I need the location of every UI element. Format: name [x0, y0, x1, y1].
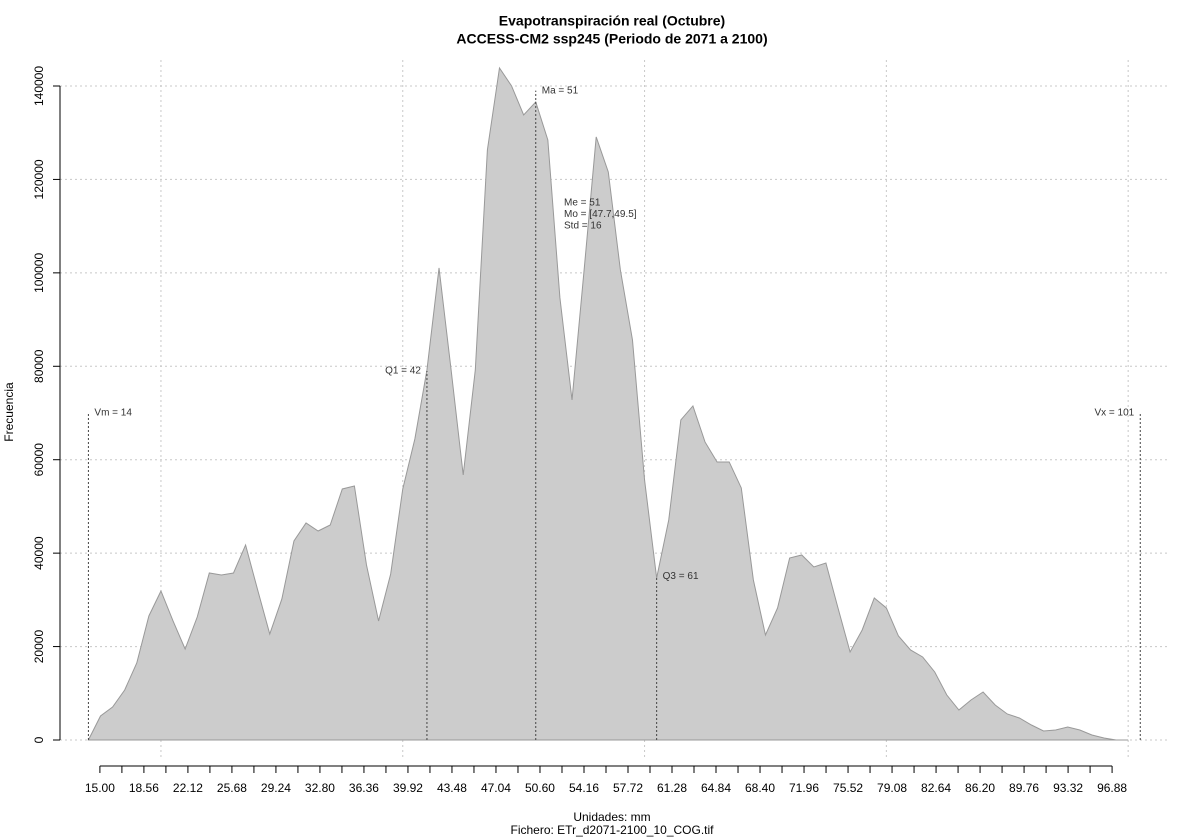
y-axis-label: Frecuencia [2, 382, 16, 442]
marker-label: Ma = 51 [542, 85, 579, 96]
y-tick-label: 20000 [32, 630, 46, 664]
x-tick-label: 75.52 [833, 781, 863, 795]
marker-label: Vm = 14 [94, 408, 132, 419]
x-tick-label: 82.64 [921, 781, 951, 795]
x-tick-label: 61.28 [657, 781, 687, 795]
x-tick-label: 43.48 [437, 781, 467, 795]
y-tick-label: 80000 [32, 349, 46, 383]
x-tick-label: 64.84 [701, 781, 731, 795]
y-tick-label: 40000 [32, 536, 46, 570]
caption: Fichero: ETr_d2071-2100_10_COG.tif [511, 823, 715, 837]
x-tick-label: 54.16 [569, 781, 599, 795]
marker-label: Q1 = 42 [385, 366, 421, 377]
x-tick-label: 89.76 [1009, 781, 1039, 795]
x-tick-label: 68.40 [745, 781, 775, 795]
y-tick-label: 120000 [32, 159, 46, 199]
x-tick-label: 86.20 [965, 781, 995, 795]
stat-label: Std = 16 [564, 221, 602, 232]
area [87, 66, 1129, 741]
y-tick-label: 0 [32, 736, 46, 743]
x-tick-label: 15.00 [85, 781, 115, 795]
y-tick-label: 100000 [32, 253, 46, 293]
stat-label: Me = 51 [564, 198, 601, 209]
marker-label: Vx = 101 [1094, 408, 1134, 419]
x-tick-label: 29.24 [261, 781, 291, 795]
x-tick-label: 47.04 [481, 781, 511, 795]
x-tick-label: 25.68 [217, 781, 247, 795]
x-tick-label: 22.12 [173, 781, 203, 795]
x-tick-label: 50.60 [525, 781, 555, 795]
x-tick-label: 93.32 [1053, 781, 1083, 795]
x-tick-label: 79.08 [877, 781, 907, 795]
y-tick-label: 140000 [32, 66, 46, 106]
x-tick-label: 96.88 [1097, 781, 1127, 795]
x-tick-label: 18.56 [129, 781, 159, 795]
x-tick-label: 57.72 [613, 781, 643, 795]
y-tick-label: 60000 [32, 443, 46, 477]
x-tick-label: 32.80 [305, 781, 335, 795]
marker-label: Q3 = 61 [663, 571, 699, 582]
x-tick-label: 36.36 [349, 781, 379, 795]
x-tick-label: 39.92 [393, 781, 423, 795]
chart-title: Evapotranspiración real (Octubre) [499, 13, 725, 29]
x-axis-label: Unidades: mm [573, 810, 650, 824]
chart-subtitle: ACCESS-CM2 ssp245 (Periodo de 2071 a 210… [456, 31, 767, 47]
stat-label: Mo = [47.7,49.5] [564, 209, 637, 220]
x-tick-label: 71.96 [789, 781, 819, 795]
